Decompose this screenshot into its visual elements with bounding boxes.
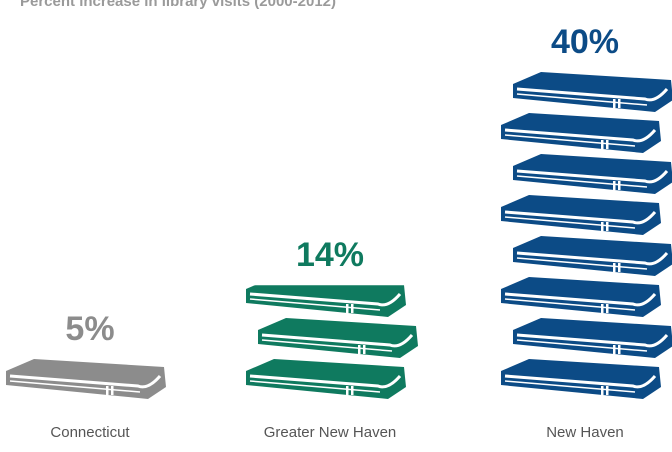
book-body <box>6 359 166 399</box>
book-body <box>513 318 672 358</box>
x-tick-label: Greater New Haven <box>264 424 397 441</box>
book-pages <box>504 216 636 229</box>
book-spine-mark <box>351 304 354 313</box>
value-label: 40% <box>551 23 619 61</box>
book-pages <box>504 380 636 393</box>
book-pages <box>261 339 393 352</box>
book-spine-mark <box>606 386 609 395</box>
book-pages <box>516 251 669 266</box>
book-spine-mark <box>346 386 349 395</box>
book-pages <box>504 292 657 307</box>
book-body <box>246 359 406 399</box>
book-spine-mark <box>346 304 349 313</box>
x-tick-label: New Haven <box>546 424 624 441</box>
book-pages <box>261 333 414 348</box>
book-pages <box>249 380 381 393</box>
book-pages <box>249 374 402 389</box>
book-body <box>501 195 661 235</box>
book-pages <box>516 333 669 348</box>
book-pages <box>249 298 381 311</box>
book-spine-mark <box>601 222 604 231</box>
book-pages <box>516 93 648 106</box>
book-spine-mark <box>601 304 604 313</box>
book-spine-mark <box>613 99 616 108</box>
book-body <box>501 113 661 153</box>
book-stack <box>246 285 418 399</box>
book-spine-mark <box>606 140 609 149</box>
book-spine-mark <box>618 181 621 190</box>
book-pages <box>516 175 648 188</box>
book-stack <box>501 72 672 399</box>
book-spine-mark <box>351 386 354 395</box>
value-label: 5% <box>65 310 114 348</box>
book-spine-mark <box>606 222 609 231</box>
book-body <box>513 154 672 194</box>
book-spine-mark <box>613 181 616 190</box>
book-body <box>258 318 418 358</box>
book-pages <box>249 292 402 307</box>
book-pages <box>504 374 657 389</box>
book-body <box>513 72 672 112</box>
book-body <box>501 277 661 317</box>
book-pages <box>504 210 657 225</box>
book-spine-mark <box>601 140 604 149</box>
book-stack <box>6 359 166 399</box>
book-body <box>513 236 672 276</box>
book-spine-mark <box>111 386 114 395</box>
book-spine-mark <box>618 99 621 108</box>
chart-title: Percent increase in library visits (2000… <box>20 0 336 10</box>
value-label: 14% <box>296 236 364 274</box>
book-pages <box>516 87 669 102</box>
book-spine-mark <box>363 345 366 354</box>
x-tick-label: Connecticut <box>50 424 130 441</box>
book-spine-mark <box>618 345 621 354</box>
book-spine-mark <box>601 386 604 395</box>
book-spine-mark <box>613 345 616 354</box>
book-pages <box>504 298 636 311</box>
book-spine-mark <box>613 263 616 272</box>
book-pages <box>516 339 648 352</box>
book-spine-mark <box>106 386 109 395</box>
book-body <box>501 359 661 399</box>
book-pages <box>516 169 669 184</box>
book-pages <box>516 257 648 270</box>
book-pages <box>504 134 636 147</box>
book-pages <box>9 380 141 393</box>
book-pages <box>9 374 162 389</box>
book-spine-mark <box>618 263 621 272</box>
book-spine-mark <box>358 345 361 354</box>
book-spine-mark <box>606 304 609 313</box>
book-pages <box>504 128 657 143</box>
